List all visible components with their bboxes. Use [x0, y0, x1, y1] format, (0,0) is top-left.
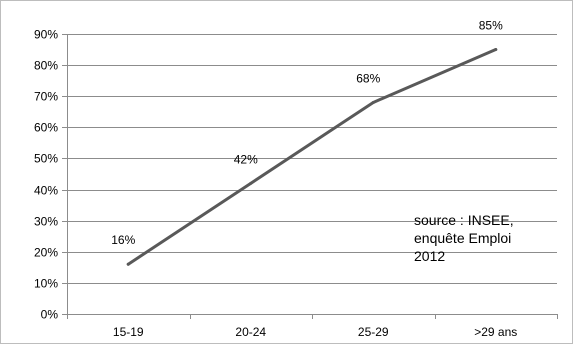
- annotation-line-1: source : INSEE,: [414, 212, 514, 228]
- annotation-line-3: 2012: [414, 248, 445, 264]
- y-tick-label-4: 40%: [34, 184, 58, 198]
- y-tick-label-5: 50%: [34, 152, 58, 166]
- data-point-2: [371, 100, 375, 104]
- axes: [62, 34, 558, 319]
- x-tick-label-0: 15-19: [113, 325, 144, 339]
- series-line-0: [126, 48, 498, 266]
- x-tick-label-1: 20-24: [235, 325, 266, 339]
- x-tick-labels: 15-19 20-24 25-29 >29 ans: [113, 325, 517, 339]
- x-tick-label-2: 25-29: [358, 325, 389, 339]
- y-tick-label-3: 30%: [34, 215, 58, 229]
- y-tick-label-8: 80%: [34, 59, 58, 73]
- data-point-1: [249, 181, 253, 185]
- grid-lines: [67, 34, 557, 284]
- y-tick-label-0: 0%: [41, 308, 59, 322]
- series-line-group: [126, 48, 498, 266]
- data-label-1: 42%: [234, 152, 258, 166]
- annotation-line-2: enquête Emploi: [414, 230, 511, 246]
- data-labels: 16% 42% 68% 85%: [111, 19, 503, 248]
- data-point-3: [494, 48, 498, 52]
- data-label-2: 68%: [356, 71, 380, 85]
- y-tick-label-1: 10%: [34, 277, 58, 291]
- y-tick-labels: 0% 10% 20% 30% 40% 50% 60% 70% 80% 90%: [34, 28, 58, 322]
- data-point-0: [126, 262, 130, 266]
- y-tick-label-7: 70%: [34, 90, 58, 104]
- x-tick-label-3: >29 ans: [474, 325, 517, 339]
- y-tick-label-2: 20%: [34, 246, 58, 260]
- y-tick-label-9: 90%: [34, 28, 58, 42]
- data-label-0: 16%: [111, 233, 135, 247]
- data-label-3: 85%: [479, 19, 503, 33]
- source-annotation: source : INSEE, enquête Emploi 2012: [414, 212, 517, 264]
- y-tick-label-6: 60%: [34, 121, 58, 135]
